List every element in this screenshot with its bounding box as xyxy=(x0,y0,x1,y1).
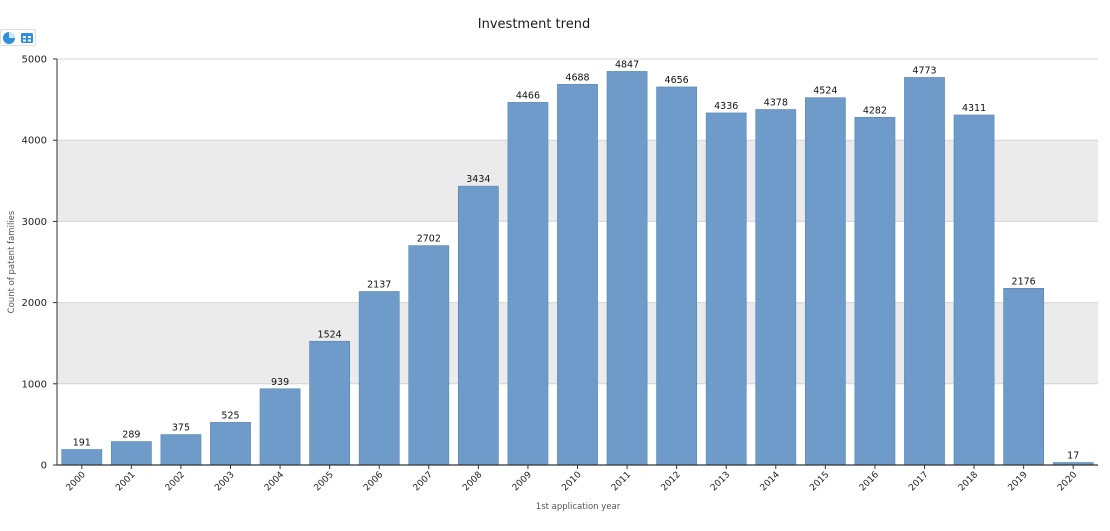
bar xyxy=(161,435,201,465)
data-label: 4656 xyxy=(665,75,689,86)
data-label: 4311 xyxy=(962,103,986,114)
data-label: 3434 xyxy=(466,174,490,185)
bar xyxy=(508,102,548,465)
x-tick-label: 2001 xyxy=(114,470,137,493)
bar xyxy=(260,389,300,465)
y-axis-label: Count of patent families xyxy=(7,210,17,313)
bar xyxy=(210,422,250,465)
x-tick-label: 2004 xyxy=(263,470,286,493)
y-tick-label: 4000 xyxy=(22,136,47,147)
x-tick-label: 2008 xyxy=(461,470,484,493)
data-label: 4773 xyxy=(912,65,936,76)
x-tick-label: 2018 xyxy=(957,470,980,493)
bar xyxy=(409,246,449,465)
x-tick-label: 2000 xyxy=(65,470,88,493)
x-tick-label: 2011 xyxy=(610,470,633,493)
x-tick-label: 2006 xyxy=(362,470,385,493)
bar xyxy=(359,291,399,465)
x-tick-label: 2009 xyxy=(511,470,534,493)
data-label: 525 xyxy=(221,410,239,421)
bar-chart: 191 289 375 525 939 1524 2137 2702 3434 4466 4688 4… xyxy=(0,0,1110,531)
chart-title: Investment trend xyxy=(478,17,590,32)
bar xyxy=(904,77,944,465)
y-tick-label: 3000 xyxy=(22,217,47,228)
bar xyxy=(607,71,647,465)
data-label: 375 xyxy=(172,423,190,434)
data-label: 2702 xyxy=(417,234,441,245)
data-label: 4524 xyxy=(813,86,837,97)
data-label: 191 xyxy=(73,437,91,448)
x-tick-label: 2003 xyxy=(213,470,236,493)
x-tick-label: 2010 xyxy=(560,470,583,493)
x-tick-label: 2012 xyxy=(659,470,682,493)
y-axis-ticks: 0 1000 2000 3000 4000 5000 xyxy=(22,55,57,472)
bars xyxy=(62,71,1094,465)
bar xyxy=(657,87,697,465)
x-tick-label: 2019 xyxy=(1006,470,1029,493)
bar xyxy=(111,442,151,465)
data-label: 4282 xyxy=(863,105,887,116)
bar xyxy=(62,449,102,465)
x-tick-label: 2017 xyxy=(907,470,930,493)
data-label: 4336 xyxy=(714,101,738,112)
x-axis-ticks: 2000 2001 2002 2003 2004 2005 2006 2007 2008 2009… xyxy=(65,465,1080,493)
bar xyxy=(1004,288,1044,465)
y-tick-label: 1000 xyxy=(22,379,47,390)
x-axis-label: 1st application year xyxy=(536,502,621,512)
bar xyxy=(805,98,845,465)
y-tick-label: 5000 xyxy=(22,55,47,66)
x-tick-label: 2013 xyxy=(709,470,732,493)
data-label: 4847 xyxy=(615,59,639,70)
x-tick-label: 2020 xyxy=(1056,470,1079,493)
data-label: 4378 xyxy=(764,98,788,109)
data-label: 17 xyxy=(1067,451,1079,462)
bar xyxy=(557,84,597,465)
x-tick-label: 2014 xyxy=(759,470,782,493)
data-label: 939 xyxy=(271,377,289,388)
y-tick-label: 0 xyxy=(41,461,47,472)
x-tick-label: 2007 xyxy=(412,470,435,493)
bar xyxy=(310,341,350,465)
bar xyxy=(954,115,994,465)
x-tick-label: 2015 xyxy=(808,470,831,493)
bar xyxy=(458,186,498,465)
bar xyxy=(756,110,796,465)
data-label: 289 xyxy=(122,430,140,441)
data-label: 4688 xyxy=(565,72,589,83)
bar xyxy=(855,117,895,465)
data-label: 2137 xyxy=(367,279,391,290)
x-tick-label: 2002 xyxy=(164,470,187,493)
data-label: 2176 xyxy=(1012,276,1036,287)
x-tick-label: 2005 xyxy=(312,470,335,493)
data-label: 1524 xyxy=(318,329,342,340)
bar xyxy=(706,113,746,465)
data-label: 4466 xyxy=(516,90,540,101)
x-tick-label: 2016 xyxy=(858,470,881,493)
y-tick-label: 2000 xyxy=(22,298,47,309)
